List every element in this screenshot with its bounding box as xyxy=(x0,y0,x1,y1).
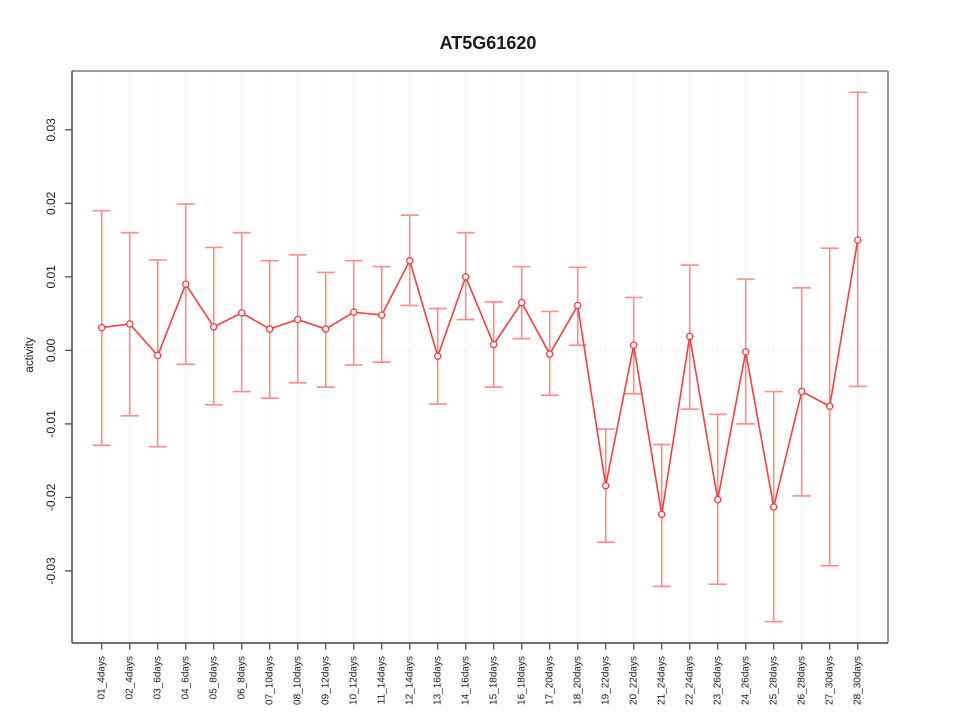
x-tick-label: 28_30days xyxy=(853,656,864,705)
data-point xyxy=(349,308,358,316)
data-point xyxy=(629,341,638,349)
y-tick-label: 0.02 xyxy=(44,191,58,215)
data-point xyxy=(825,402,834,411)
data-point xyxy=(461,273,470,281)
x-tick-label: 19_22days xyxy=(601,656,612,705)
data-point xyxy=(769,503,778,511)
x-tick-label: 23_26days xyxy=(713,656,724,705)
data-point xyxy=(489,340,498,349)
y-tick-label: -0.03 xyxy=(44,557,58,585)
y-tick-label: 0.03 xyxy=(44,118,58,142)
x-tick-label: 07_10days xyxy=(265,656,276,705)
data-point xyxy=(573,301,582,310)
data-point xyxy=(237,309,246,317)
data-point xyxy=(321,325,330,333)
x-tick-label: 10_12days xyxy=(349,656,360,705)
data-point xyxy=(209,323,218,331)
data-point xyxy=(853,236,862,244)
data-point xyxy=(293,315,302,324)
x-tick-label: 08_10days xyxy=(293,656,304,705)
x-tick-label: 09_12days xyxy=(321,656,332,705)
y-axis-title: activity xyxy=(24,337,36,372)
x-tick-label: 11_14days xyxy=(377,656,388,704)
y-tick-label: -0.01 xyxy=(44,410,58,438)
data-point xyxy=(97,323,106,332)
data-point xyxy=(545,350,554,358)
data-point xyxy=(181,280,190,288)
data-point xyxy=(153,351,162,360)
x-tick-label: 14_16days xyxy=(461,656,472,705)
y-tick-label: 0.01 xyxy=(44,265,58,289)
x-tick-label: 15_18days xyxy=(489,656,500,705)
x-tick-label: 05_8days xyxy=(209,656,220,699)
data-point xyxy=(433,352,442,361)
x-tick-label: 13_16days xyxy=(433,656,444,705)
x-tick-label: 18_20days xyxy=(573,656,584,705)
data-point xyxy=(125,320,134,328)
y-tick-label: 0.00 xyxy=(44,338,58,362)
data-point xyxy=(265,325,274,333)
data-point xyxy=(713,495,722,504)
data-point xyxy=(517,298,526,307)
series-line xyxy=(101,239,859,515)
x-tick-label: 20_22days xyxy=(629,656,640,705)
x-tick-label: 16_18days xyxy=(517,656,528,705)
chart-title: AT5G61620 xyxy=(440,33,537,53)
x-tick-label: 24_26days xyxy=(741,656,752,705)
data-point xyxy=(405,256,414,265)
x-tick-label: 17_20days xyxy=(545,656,556,705)
x-tick-label: 02_4days xyxy=(125,656,136,699)
x-tick-label: 12_14days xyxy=(405,656,416,705)
x-tick-label: 03_6days xyxy=(153,656,164,699)
x-tick-label: 06_8days xyxy=(237,656,248,699)
x-tick-label: 21_24days xyxy=(657,656,668,705)
x-tick-label: 26_28days xyxy=(797,656,808,705)
data-point xyxy=(685,332,694,341)
x-tick-label: 27_30days xyxy=(825,656,836,705)
data-point xyxy=(657,510,666,519)
data-point xyxy=(797,387,806,396)
x-tick-label: 01_4days xyxy=(97,656,108,699)
x-tick-label: 22_24days xyxy=(685,656,696,705)
x-tick-label: 04_6days xyxy=(181,656,192,699)
data-point xyxy=(377,311,386,319)
data-point xyxy=(741,348,750,356)
y-tick-label: -0.02 xyxy=(44,483,58,511)
x-tick-label: 25_28days xyxy=(769,656,780,705)
data-point xyxy=(601,481,610,490)
